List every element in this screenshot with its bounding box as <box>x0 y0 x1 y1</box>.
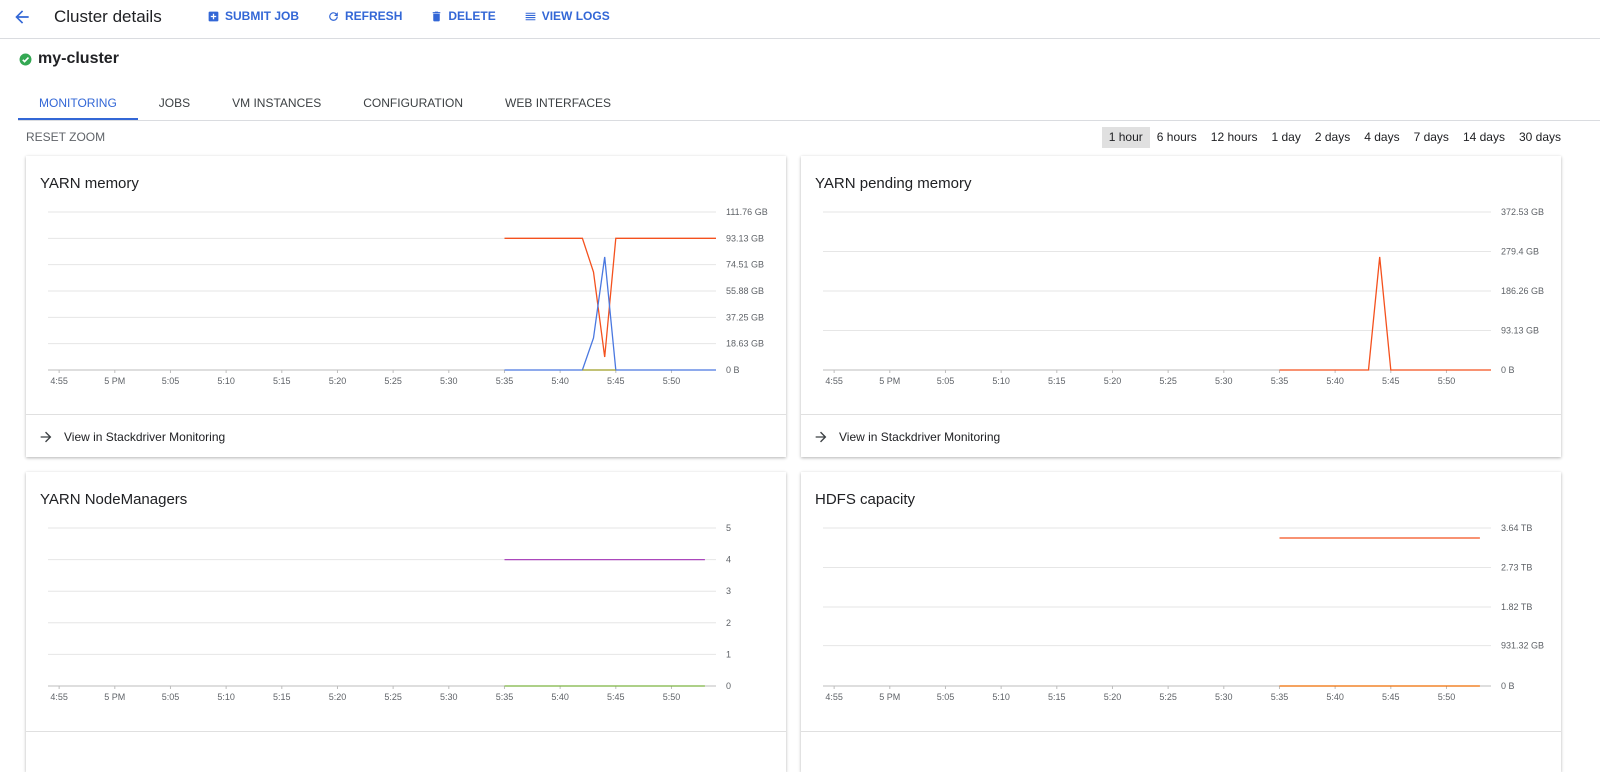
time-range[interactable]: 1 day <box>1265 127 1308 148</box>
action-label: SUBMIT JOB <box>225 9 299 23</box>
link-text: View in Stackdriver Monitoring <box>64 430 225 444</box>
chart-card <box>801 472 1561 772</box>
divider <box>26 731 786 732</box>
time-range[interactable]: 6 hours <box>1150 127 1204 148</box>
tab[interactable]: WEB INTERFACES <box>484 90 632 120</box>
tab[interactable]: VM INSTANCES <box>211 90 342 120</box>
reset-zoom[interactable]: RESET ZOOM <box>26 130 105 144</box>
action-button[interactable]: SUBMIT JOB <box>207 9 299 23</box>
chart-card: View in Stackdriver Monitoring <box>26 156 786 457</box>
tab[interactable]: CONFIGURATION <box>342 90 484 120</box>
arrow-icon <box>813 429 829 445</box>
action-icon <box>327 10 340 23</box>
time-range-selector: 1 hour6 hours12 hours1 day2 days4 days7 … <box>1102 127 1568 148</box>
tab-bar: MONITORINGJOBSVM INSTANCESCONFIGURATIONW… <box>18 90 1600 121</box>
back-button[interactable] <box>12 7 32 27</box>
arrow-icon <box>38 429 54 445</box>
tab[interactable]: MONITORING <box>18 90 138 120</box>
tab[interactable]: JOBS <box>138 90 211 120</box>
action-button[interactable]: REFRESH <box>327 9 402 23</box>
monitoring-link[interactable]: View in Stackdriver Monitoring <box>26 414 786 458</box>
time-range[interactable]: 4 days <box>1357 127 1406 148</box>
action-label: REFRESH <box>345 9 402 23</box>
action-icon <box>524 10 537 23</box>
link-text: View in Stackdriver Monitoring <box>839 430 1000 444</box>
cluster-name: my-cluster <box>38 50 119 68</box>
action-label: DELETE <box>448 9 495 23</box>
action-icon <box>207 10 220 23</box>
action-bar: SUBMIT JOB REFRESH DELETE VIEW LOGS <box>207 9 610 23</box>
divider <box>801 731 1561 732</box>
chart-card <box>26 472 786 772</box>
time-range[interactable]: 12 hours <box>1204 127 1265 148</box>
action-button[interactable]: DELETE <box>430 9 495 23</box>
time-range[interactable]: 2 days <box>1308 127 1357 148</box>
action-icon <box>430 10 443 23</box>
time-range[interactable]: 7 days <box>1407 127 1456 148</box>
monitoring-link[interactable]: View in Stackdriver Monitoring <box>801 414 1561 458</box>
time-range[interactable]: 1 hour <box>1102 127 1150 148</box>
chart-card: View in Stackdriver Monitoring <box>801 156 1561 457</box>
status-icon <box>19 53 32 66</box>
action-label: VIEW LOGS <box>542 9 610 23</box>
time-range[interactable]: 30 days <box>1512 127 1568 148</box>
cluster-header: my-cluster <box>19 50 119 68</box>
action-button[interactable]: VIEW LOGS <box>524 9 610 23</box>
page-title: Cluster details <box>54 7 162 27</box>
time-range[interactable]: 14 days <box>1456 127 1512 148</box>
